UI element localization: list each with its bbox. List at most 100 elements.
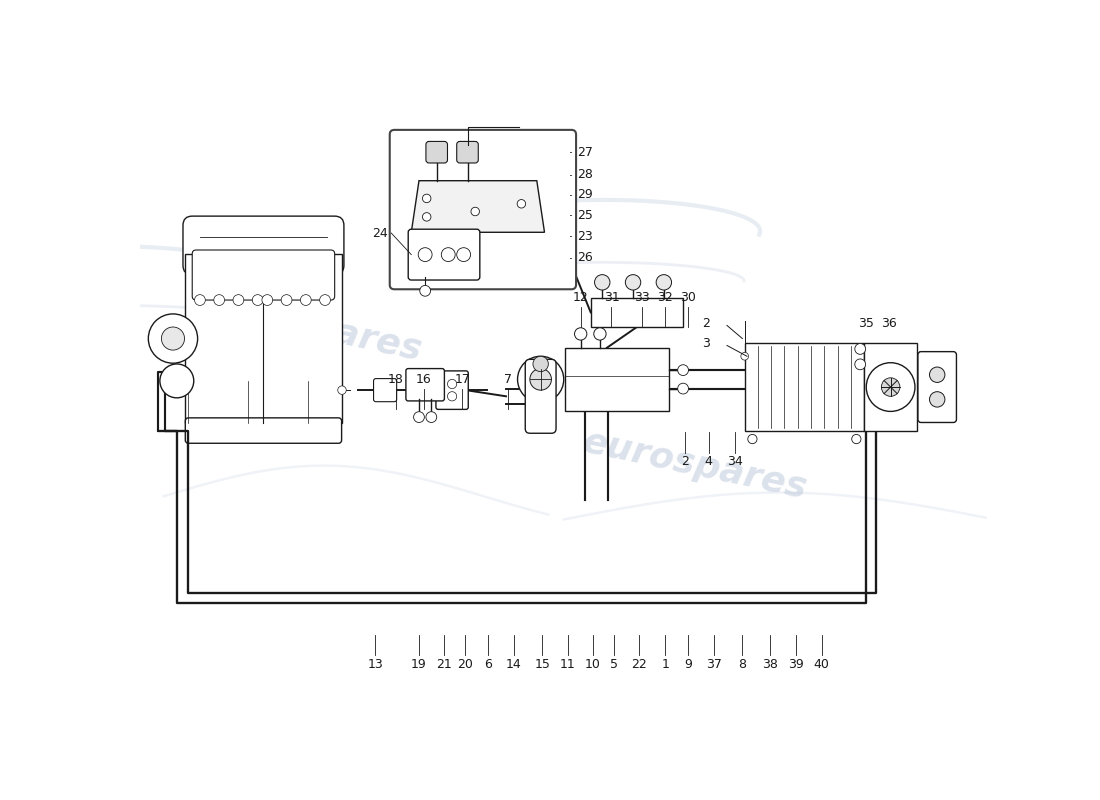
Text: 20: 20 (458, 658, 473, 670)
FancyBboxPatch shape (918, 352, 957, 422)
Bar (591, 298, 683, 327)
Circle shape (282, 294, 292, 306)
Text: 21: 21 (437, 658, 452, 670)
Circle shape (422, 194, 431, 202)
Circle shape (233, 294, 244, 306)
FancyBboxPatch shape (192, 250, 334, 300)
Circle shape (748, 434, 757, 444)
Text: 4: 4 (705, 455, 713, 468)
Text: 25: 25 (578, 209, 594, 222)
Circle shape (320, 294, 330, 306)
Text: 13: 13 (367, 658, 383, 670)
Circle shape (574, 328, 587, 340)
Text: 10: 10 (585, 658, 601, 670)
Bar (185, 254, 342, 423)
Circle shape (855, 359, 866, 370)
Circle shape (678, 383, 689, 394)
Circle shape (851, 434, 861, 444)
Text: 40: 40 (814, 658, 829, 670)
Circle shape (262, 294, 273, 306)
FancyBboxPatch shape (565, 348, 669, 411)
Circle shape (338, 386, 346, 394)
Circle shape (420, 286, 430, 296)
Text: 22: 22 (631, 658, 647, 670)
Circle shape (448, 379, 456, 389)
Circle shape (867, 362, 915, 411)
Text: 19: 19 (411, 658, 427, 670)
Polygon shape (411, 181, 544, 232)
Text: 7: 7 (504, 373, 513, 386)
Text: 39: 39 (789, 658, 804, 670)
Text: 16: 16 (416, 373, 431, 386)
Text: 5: 5 (609, 658, 618, 670)
Circle shape (855, 343, 866, 354)
FancyBboxPatch shape (374, 378, 397, 402)
Text: 2: 2 (702, 317, 711, 330)
FancyBboxPatch shape (426, 142, 448, 163)
Text: 11: 11 (560, 658, 575, 670)
Circle shape (740, 353, 749, 360)
Circle shape (448, 392, 456, 401)
Circle shape (594, 328, 606, 340)
Text: 17: 17 (454, 373, 470, 386)
Text: 24: 24 (373, 226, 388, 239)
Text: 18: 18 (388, 373, 404, 386)
Circle shape (414, 412, 425, 422)
Circle shape (530, 369, 551, 390)
Bar (745, 342, 865, 431)
FancyBboxPatch shape (408, 230, 480, 280)
Text: 27: 27 (578, 146, 594, 158)
Text: eurospares: eurospares (580, 426, 810, 506)
Text: 29: 29 (578, 188, 593, 201)
Text: 1: 1 (661, 658, 669, 670)
FancyBboxPatch shape (406, 369, 444, 401)
FancyBboxPatch shape (436, 371, 469, 410)
Text: 3: 3 (702, 338, 711, 350)
Text: 8: 8 (738, 658, 747, 670)
FancyBboxPatch shape (526, 359, 557, 434)
FancyBboxPatch shape (456, 142, 478, 163)
Circle shape (441, 248, 455, 262)
Text: 14: 14 (506, 658, 521, 670)
Circle shape (517, 356, 563, 402)
Circle shape (195, 294, 206, 306)
Circle shape (930, 367, 945, 382)
Circle shape (418, 248, 432, 262)
Text: 34: 34 (727, 455, 742, 468)
Text: 38: 38 (762, 658, 778, 670)
FancyBboxPatch shape (185, 418, 342, 443)
Circle shape (422, 213, 431, 221)
Bar (865, 342, 917, 431)
Text: 23: 23 (578, 230, 593, 242)
Text: 28: 28 (578, 168, 594, 181)
Circle shape (534, 356, 549, 372)
Circle shape (881, 378, 900, 396)
Text: 2: 2 (682, 455, 690, 468)
Text: 15: 15 (535, 658, 550, 670)
Text: 32: 32 (658, 291, 673, 304)
Circle shape (594, 274, 609, 290)
Text: 33: 33 (635, 291, 650, 304)
Text: 6: 6 (484, 658, 492, 670)
Circle shape (456, 248, 471, 262)
Text: 35: 35 (858, 317, 873, 330)
Text: 26: 26 (578, 251, 593, 264)
Circle shape (252, 294, 263, 306)
Text: 30: 30 (681, 291, 696, 304)
Circle shape (148, 314, 198, 363)
Text: eurospares: eurospares (195, 286, 425, 367)
Text: 31: 31 (604, 291, 619, 304)
FancyBboxPatch shape (389, 130, 576, 290)
Circle shape (160, 364, 194, 398)
Circle shape (517, 199, 526, 208)
Circle shape (426, 412, 437, 422)
Text: 9: 9 (684, 658, 692, 670)
Circle shape (213, 294, 224, 306)
FancyBboxPatch shape (183, 216, 344, 274)
Circle shape (471, 207, 480, 216)
Text: 12: 12 (573, 291, 588, 304)
Circle shape (656, 274, 672, 290)
Text: 36: 36 (881, 317, 896, 330)
Circle shape (625, 274, 640, 290)
Circle shape (162, 327, 185, 350)
